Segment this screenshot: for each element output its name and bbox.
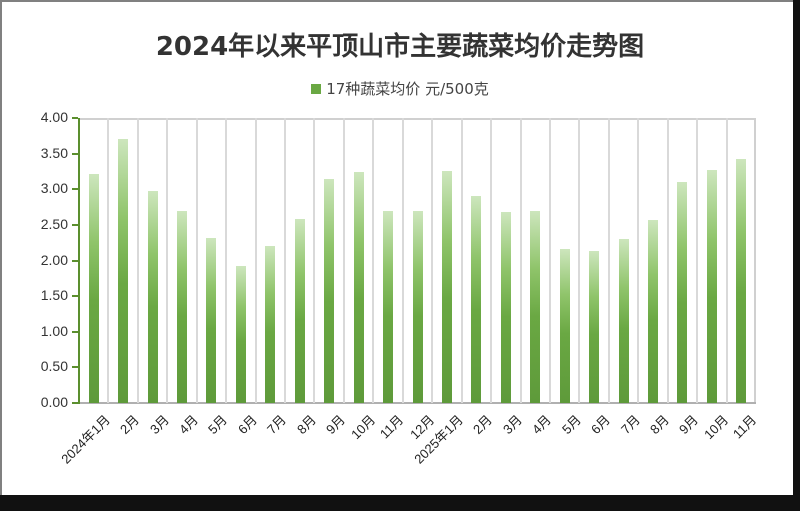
gridline: [460, 118, 463, 403]
y-tick-label: 4.00: [40, 109, 68, 125]
gridline: [225, 118, 228, 403]
gridline: [313, 118, 316, 403]
bar[interactable]: [265, 246, 276, 403]
bar[interactable]: [118, 139, 129, 403]
plot-area: [79, 118, 756, 403]
gridline: [548, 118, 551, 403]
gridline: [107, 118, 110, 403]
gridline: [578, 118, 581, 403]
bar[interactable]: [559, 249, 570, 403]
bar[interactable]: [235, 266, 246, 403]
gridline: [490, 118, 493, 403]
gridline: [254, 118, 257, 403]
legend-swatch-icon: [311, 84, 322, 94]
gridline: [284, 118, 287, 403]
bar[interactable]: [383, 210, 394, 403]
gridline: [666, 118, 669, 403]
y-tick-label: 0.00: [40, 394, 68, 410]
x-axis-line: [79, 402, 756, 404]
y-tick-label: 2.00: [40, 251, 68, 268]
y-tick-label: 3.50: [40, 144, 68, 161]
y-tick-label: 2.50: [40, 215, 68, 232]
chart-canvas: [2, 2, 793, 495]
gridline: [401, 118, 404, 403]
shadow-right: [793, 0, 800, 511]
gridline: [166, 118, 169, 403]
bar[interactable]: [618, 239, 629, 403]
bar[interactable]: [206, 237, 217, 403]
y-tick: [72, 152, 78, 155]
bar[interactable]: [589, 251, 600, 403]
gridline: [431, 118, 434, 403]
y-tick-label: 1.50: [40, 287, 68, 304]
gridline: [136, 118, 139, 403]
bar[interactable]: [471, 195, 482, 403]
bar[interactable]: [500, 212, 511, 403]
y-tick-label: 0.50: [40, 358, 68, 375]
bar[interactable]: [294, 219, 305, 403]
shadow-bottom: [0, 495, 800, 511]
y-tick: [72, 223, 78, 226]
gridline: [696, 118, 699, 403]
legend: 17种蔬菜均价 元/500克: [0, 78, 800, 99]
bar[interactable]: [353, 172, 364, 403]
chart-title: 2024年以来平顶山市主要蔬菜均价走势图: [155, 32, 645, 62]
bar[interactable]: [88, 174, 99, 403]
bar[interactable]: [736, 159, 747, 403]
y-tick-label: 1.00: [40, 322, 68, 339]
bar[interactable]: [324, 179, 335, 403]
bar[interactable]: [177, 210, 188, 403]
y-axis-line: [78, 118, 80, 404]
bar[interactable]: [647, 219, 658, 403]
bar[interactable]: [412, 210, 423, 403]
bar[interactable]: [677, 182, 688, 403]
y-tick: [72, 188, 78, 191]
bar[interactable]: [441, 170, 452, 403]
y-tick-label: 3.00: [40, 180, 68, 197]
y-tick: [72, 259, 78, 262]
y-tick: [72, 330, 78, 333]
legend-label: 17种蔬菜均价 元/500克: [326, 80, 489, 98]
gridline: [607, 118, 610, 403]
y-tick: [72, 366, 78, 369]
gridline: [372, 118, 375, 403]
gridline: [195, 118, 198, 403]
bar[interactable]: [706, 170, 717, 403]
y-tick: [72, 295, 78, 298]
gridline: [637, 118, 640, 403]
gridline: [519, 118, 522, 403]
y-tick: [72, 117, 78, 119]
y-tick: [72, 402, 78, 404]
bar[interactable]: [530, 210, 541, 403]
bar[interactable]: [147, 191, 158, 403]
gridline: [725, 118, 728, 403]
gridline: [342, 118, 345, 403]
